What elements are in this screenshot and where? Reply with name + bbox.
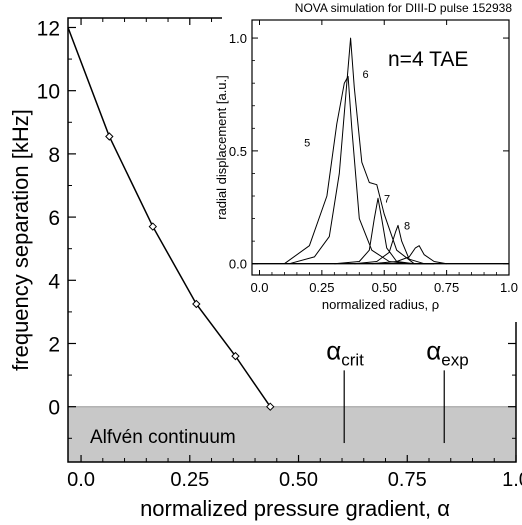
mode-label: 5 xyxy=(304,137,310,149)
y-axis-label: frequency separation [kHz] xyxy=(8,109,33,371)
x-tick-label: 1.0 xyxy=(502,469,522,491)
alpha-symbol: α xyxy=(426,335,441,365)
inset-y-tick-label: 0.0 xyxy=(229,257,247,272)
alpha-symbol: α xyxy=(326,335,341,365)
x-tick-label: 0.50 xyxy=(279,469,318,491)
mode-label: 6 xyxy=(363,69,369,81)
alpha-marker-label: αexp xyxy=(426,335,468,369)
mode-curve xyxy=(289,37,435,265)
y-tick-label: 2 xyxy=(48,333,60,356)
main-chart: Alfvén continuum 0.0 0.25 0.50 0.75 1.0 0 2 4 6 8 1… xyxy=(8,17,522,521)
continuum-label: Alfvén continuum xyxy=(90,427,236,448)
y-tick-label: 8 xyxy=(48,144,60,167)
data-point xyxy=(266,402,275,411)
y-tick-label: 0 xyxy=(48,397,60,420)
inset-x-tick-label: 1.0 xyxy=(500,280,518,295)
inset-y-tick-label: 0.5 xyxy=(229,144,247,159)
x-tick-label: 0.0 xyxy=(67,469,95,491)
data-point xyxy=(231,351,240,361)
alpha-subscript: crit xyxy=(341,350,364,369)
x-tick-label: 0.25 xyxy=(170,469,209,491)
mode-annotation: n=4 TAE xyxy=(388,48,468,71)
main-series-line xyxy=(67,27,271,408)
data-point xyxy=(192,299,201,309)
alpha-marker-label: αcrit xyxy=(326,335,364,369)
inset-x-tick-label: 0.25 xyxy=(309,280,334,295)
x-tick-label: 0.75 xyxy=(388,469,427,491)
inset-x-axis-label: normalized radius, ρ xyxy=(322,297,439,312)
y-tick-label: 4 xyxy=(48,270,60,293)
mode-label: 8 xyxy=(404,220,410,232)
mode-curve xyxy=(354,224,425,265)
mode-curve xyxy=(371,245,447,265)
mode-label: 7 xyxy=(384,193,390,205)
x-axis-label: normalized pressure gradient, α xyxy=(140,496,450,521)
inset-y-axis-label: radial displacement [a.u.] xyxy=(214,75,229,220)
inset-x-tick-label: 0.0 xyxy=(250,280,268,295)
y-tick-label: 6 xyxy=(48,207,60,230)
data-point xyxy=(148,222,158,231)
alpha-subscript: exp xyxy=(441,350,468,369)
inset-y-tick-label: 1.0 xyxy=(229,31,247,46)
inset-background xyxy=(222,16,520,322)
continuum-region xyxy=(68,406,516,462)
inset-title: NOVA simulation for DIII-D pulse 152938 xyxy=(295,1,513,15)
inset-x-tick-label: 0.50 xyxy=(372,280,397,295)
inset-x-tick-label: 0.75 xyxy=(434,280,459,295)
inset-chart: NOVA simulation for DIII-D pulse 152938 n… xyxy=(214,1,520,322)
mode-curve xyxy=(334,197,415,265)
y-tick-label: 10 xyxy=(37,81,60,104)
y-tick-label: 12 xyxy=(37,17,60,40)
data-point xyxy=(105,132,114,141)
inset-plot-frame xyxy=(251,19,510,276)
